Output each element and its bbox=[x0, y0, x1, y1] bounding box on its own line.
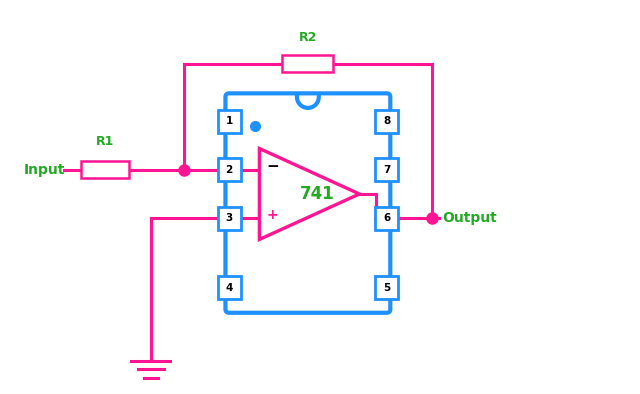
FancyBboxPatch shape bbox=[225, 93, 390, 313]
Text: 7: 7 bbox=[383, 165, 390, 175]
Text: 4: 4 bbox=[225, 283, 233, 293]
Bar bbox=[218, 207, 241, 230]
Text: +: + bbox=[267, 208, 278, 222]
Text: 3: 3 bbox=[225, 213, 233, 223]
Text: 2: 2 bbox=[225, 165, 233, 175]
Bar bbox=[282, 55, 333, 72]
Text: 1: 1 bbox=[225, 116, 233, 126]
Bar bbox=[81, 161, 129, 178]
Bar bbox=[375, 110, 398, 133]
Bar bbox=[375, 158, 398, 181]
Text: Output: Output bbox=[442, 211, 497, 225]
Bar bbox=[375, 277, 398, 299]
Text: 5: 5 bbox=[383, 283, 390, 293]
Text: Input: Input bbox=[24, 163, 65, 177]
Text: 741: 741 bbox=[300, 185, 334, 203]
Bar bbox=[218, 110, 241, 133]
Text: 8: 8 bbox=[383, 116, 390, 126]
Bar bbox=[218, 277, 241, 299]
Text: 6: 6 bbox=[383, 213, 390, 223]
Text: R2: R2 bbox=[299, 31, 317, 44]
Text: −: − bbox=[266, 159, 279, 174]
Bar bbox=[375, 207, 398, 230]
Text: R1: R1 bbox=[95, 135, 114, 148]
Bar bbox=[218, 158, 241, 181]
